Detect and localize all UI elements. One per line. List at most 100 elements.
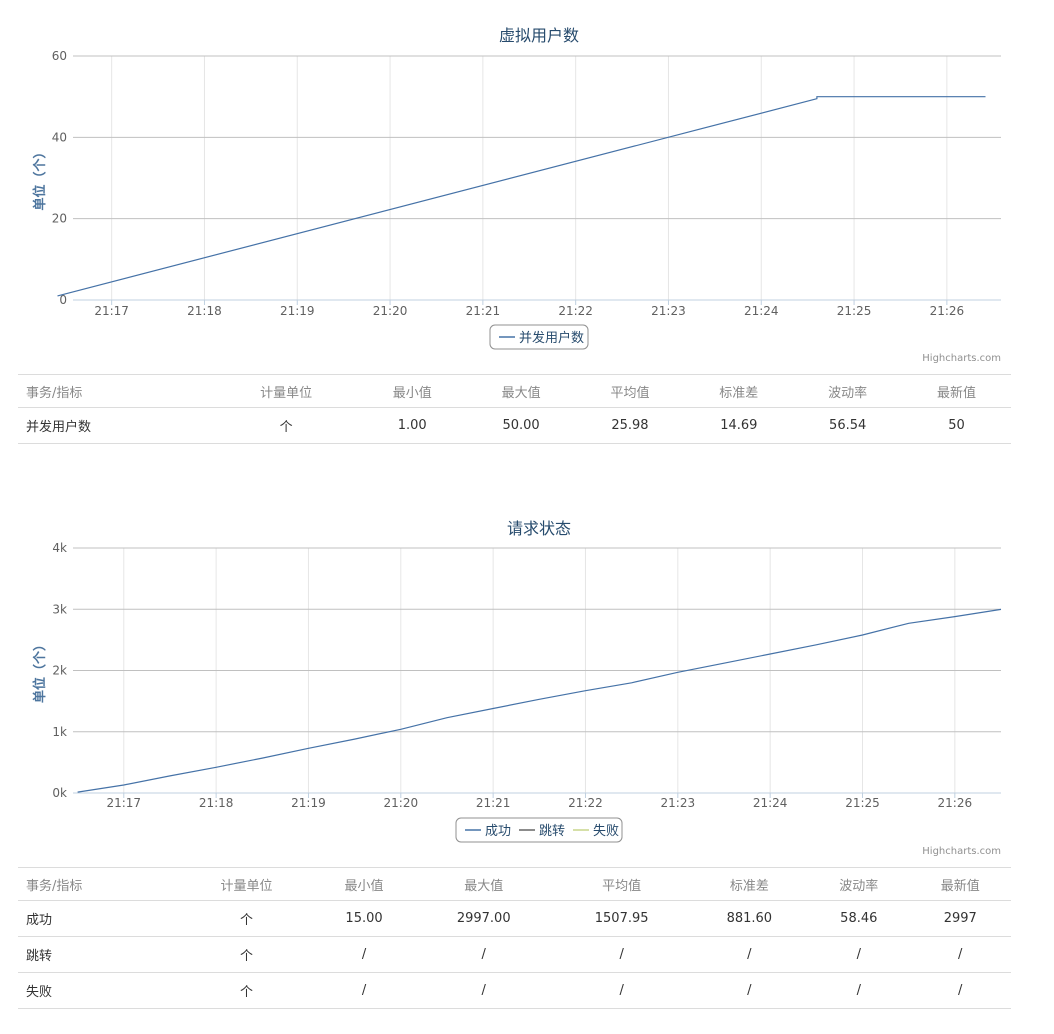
- table-cell: 881.60: [690, 900, 809, 937]
- table-header-cell: 事务/指标: [18, 374, 215, 408]
- x-tick-label: 21:19: [291, 796, 326, 810]
- concurrent-users-stats-table: 事务/指标 计量单位 最小值 最大值 平均值 标准差 波动率 最新值 并发用户数个 1.00 50…: [18, 374, 1011, 444]
- x-tick-label: 21:19: [280, 304, 315, 318]
- credits-text: Highcharts.com: [922, 353, 1001, 364]
- series-line-0: [77, 608, 1002, 793]
- table-cell: /: [690, 936, 809, 973]
- x-tick-label: 21:23: [651, 304, 686, 318]
- table-header-cell: 计量单位: [214, 374, 358, 408]
- table-row: 并发用户数个 1.00 50.00 25.98 14.69 56.54 50: [18, 407, 1011, 444]
- table-cell: 1.00: [357, 407, 467, 444]
- x-tick-label: 21:21: [466, 304, 501, 318]
- table-header-cell: 事务/指标: [18, 867, 180, 901]
- table-cell: 1507.95: [552, 900, 691, 937]
- x-tick-label: 21:26: [930, 304, 965, 318]
- table-header-cell: 标准差: [684, 374, 794, 408]
- request-status-chart: 请求状态 21:17 21:18 21:19 21:20 21:21 21:22 21:23 2…: [32, 519, 1002, 857]
- x-tick-label: 21:22: [568, 796, 603, 810]
- table-cell: /: [909, 936, 1011, 973]
- table-header-cell: 最小值: [357, 374, 467, 408]
- legend-box: [489, 324, 589, 350]
- table-header-cell: 最小值: [313, 867, 415, 901]
- table-cell: /: [313, 972, 415, 1009]
- table-cell: /: [414, 936, 553, 973]
- request-status-stats-table: 事务/指标 计量单位 最小值 最大值 平均值 标准差 波动率 最新值 成功个 15.00 2997…: [18, 867, 1011, 1009]
- x-tick-label: 21:23: [661, 796, 696, 810]
- table-header-row: 事务/指标 计量单位 最小值 最大值 平均值 标准差 波动率 最新值: [18, 867, 1011, 901]
- table-row: 跳转个 / / / / / /: [18, 936, 1011, 973]
- table-cell: 成功: [18, 900, 180, 937]
- x-tick-label: 21:26: [938, 796, 973, 810]
- y-tick-label: 4k: [52, 541, 67, 555]
- x-tick-label: 21:24: [744, 304, 779, 318]
- table-cell: 14.69: [684, 407, 794, 444]
- table-header-cell: 最新值: [902, 374, 1011, 408]
- table-cell: 50.00: [466, 407, 576, 444]
- x-tick-label: 21:18: [187, 304, 222, 318]
- table-header-cell: 最大值: [466, 374, 576, 408]
- table-header-cell: 标准差: [690, 867, 809, 901]
- table-cell: /: [414, 972, 553, 1009]
- legend-item-2: 失败: [593, 824, 619, 839]
- table-cell: /: [552, 936, 691, 973]
- y-tick-label: 20: [52, 212, 67, 226]
- x-tick-label: 21:25: [845, 796, 880, 810]
- legend-box: [455, 817, 623, 843]
- table-cell: 个: [179, 972, 314, 1009]
- table-cell: 跳转: [18, 936, 180, 973]
- y-tick-label: 40: [52, 130, 67, 144]
- table-header-cell: 平均值: [552, 867, 691, 901]
- legend-item-1: 跳转: [539, 824, 565, 839]
- table-cell: 个: [179, 900, 314, 937]
- y-tick-label: 60: [52, 49, 67, 63]
- table-header-cell: 最新值: [909, 867, 1011, 901]
- table-cell: /: [313, 936, 415, 973]
- x-tick-label: 21:24: [753, 796, 788, 810]
- chart-legend: 成功 跳转 失败: [455, 817, 623, 843]
- x-tick-label: 21:18: [199, 796, 234, 810]
- table-header-cell: 最大值: [414, 867, 553, 901]
- table-cell: /: [690, 972, 809, 1009]
- table-cell: 并发用户数: [18, 407, 215, 444]
- table-cell: /: [552, 972, 691, 1009]
- table-cell: 25.98: [575, 407, 685, 444]
- table-cell: 15.00: [313, 900, 415, 937]
- table-cell: 2997: [909, 900, 1011, 937]
- table-cell: 失败: [18, 972, 180, 1009]
- table-cell: 58.46: [808, 900, 910, 937]
- x-tick-label: 21:17: [94, 304, 129, 318]
- table-row: 失败个 / / / / / /: [18, 972, 1011, 1009]
- y-tick-label: 1k: [52, 725, 67, 739]
- x-tick-label: 21:20: [384, 796, 419, 810]
- legend-item-0: 并发用户数: [519, 330, 584, 346]
- chart-legend: 并发用户数: [489, 324, 589, 350]
- table-cell: /: [909, 972, 1011, 1009]
- table-cell: 个: [179, 936, 314, 973]
- y-tick-label: 0: [59, 293, 67, 307]
- y-tick-label: 3k: [52, 602, 67, 616]
- series-line-0: [57, 96, 986, 297]
- y-tick-label: 0k: [52, 786, 67, 800]
- y-tick-label: 2k: [52, 664, 67, 678]
- table-cell: 2997.00: [414, 900, 553, 937]
- concurrent-users-panel: 虚拟用户数 21:17 21:18 21:19 21:20 21:21 21:22 21:23…: [0, 0, 1054, 450]
- table-header-cell: 平均值: [575, 374, 685, 408]
- x-tick-label: 21:17: [106, 796, 141, 810]
- table-cell: /: [808, 936, 910, 973]
- table-header-cell: 计量单位: [179, 867, 314, 901]
- concurrent-users-chart: 虚拟用户数 21:17 21:18 21:19 21:20 21:21 21:22 21:23…: [32, 26, 1001, 364]
- table-row: 成功个 15.00 2997.00 1507.95 881.60 58.46 2997: [18, 900, 1011, 937]
- request-status-panel: 请求状态 21:17 21:18 21:19 21:20 21:21 21:22 21:23 2…: [0, 493, 1054, 1013]
- x-tick-label: 21:20: [373, 304, 408, 318]
- chart-title: 请求状态: [507, 519, 571, 538]
- table-cell: 50: [902, 407, 1011, 444]
- table-cell: /: [808, 972, 910, 1009]
- table-header-row: 事务/指标 计量单位 最小值 最大值 平均值 标准差 波动率 最新值: [18, 374, 1011, 408]
- table-header-cell: 波动率: [808, 867, 910, 901]
- table-cell: 56.54: [793, 407, 903, 444]
- table-header-cell: 波动率: [793, 374, 903, 408]
- legend-item-0: 成功: [485, 824, 511, 839]
- chart-title: 虚拟用户数: [499, 26, 579, 45]
- credits-text: Highcharts.com: [922, 846, 1001, 857]
- x-tick-label: 21:21: [476, 796, 511, 810]
